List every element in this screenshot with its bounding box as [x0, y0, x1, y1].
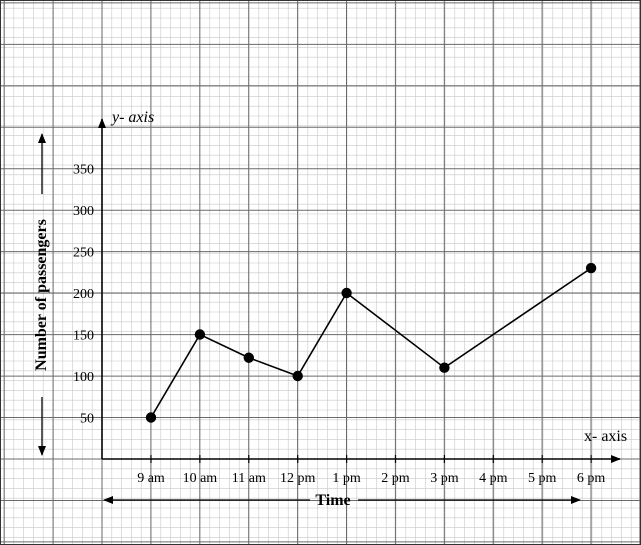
x-tick-label: 12 pm [280, 471, 316, 486]
data-point [341, 287, 352, 299]
x-tick-label: 3 pm [430, 471, 459, 486]
y-axis-name-text: y- axis [110, 109, 154, 126]
y-tick-labels: 50 100 150 200 250 300 350 [73, 163, 94, 427]
y-tick-label: 300 [73, 204, 94, 219]
x-tick-labels: 9 am 10 am 11 am 12 pm 1 pm 2 pm 3 pm 4 pm 5 pm 6… [137, 455, 605, 486]
y-axis-title: Number of passengers [33, 219, 50, 371]
y-tick-label: 150 [73, 329, 94, 344]
data-point [439, 362, 450, 373]
x-axis-name: x- axis [584, 428, 627, 445]
data-point [585, 262, 597, 274]
y-tick-label: 200 [73, 287, 94, 302]
y-axis-name: y- axis [110, 109, 154, 126]
x-axis-title: Time [315, 492, 350, 509]
x-tick-label: 1 pm [332, 471, 361, 486]
y-tick-label: 250 [73, 246, 94, 261]
x-tick-label: 6 pm [577, 471, 606, 486]
y-tick-label: 100 [73, 370, 94, 385]
data-series [145, 262, 597, 423]
series-line [150, 267, 592, 418]
x-tick-label: 4 pm [479, 471, 508, 486]
data-point [145, 412, 157, 423]
x-tick-label: 10 am [183, 471, 218, 486]
axes [98, 118, 621, 463]
x-tick-label: 2 pm [381, 471, 410, 486]
y-tick-label: 50 [80, 412, 94, 427]
x-tick-label: 9 am [137, 471, 165, 486]
x-tick-label: 5 pm [528, 471, 557, 486]
x-tick-label: 11 am [232, 471, 266, 486]
data-point [194, 329, 206, 340]
data-point [292, 370, 303, 382]
y-tick-label: 350 [73, 163, 94, 178]
data-point [243, 352, 254, 363]
